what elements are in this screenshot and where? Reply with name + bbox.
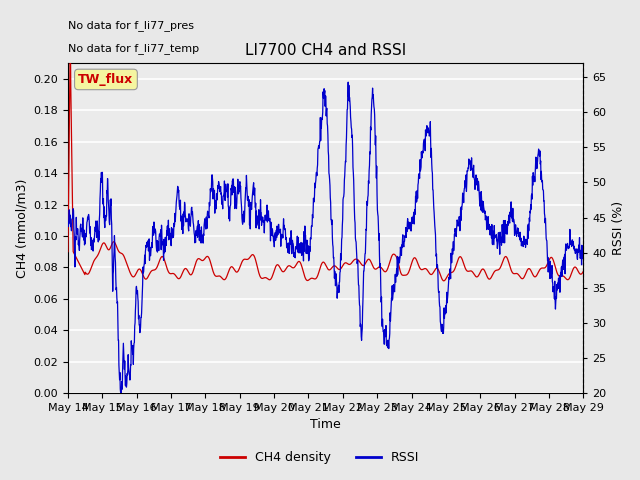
Y-axis label: CH4 (mmol/m3): CH4 (mmol/m3) — [15, 179, 28, 278]
Text: TW_flux: TW_flux — [78, 73, 134, 86]
X-axis label: Time: Time — [310, 419, 341, 432]
Title: LI7700 CH4 and RSSI: LI7700 CH4 and RSSI — [245, 43, 406, 58]
Y-axis label: RSSI (%): RSSI (%) — [612, 201, 625, 255]
Text: No data for f_li77_pres: No data for f_li77_pres — [68, 20, 194, 31]
Text: No data for f_li77_temp: No data for f_li77_temp — [68, 43, 199, 54]
Legend: CH4 density, RSSI: CH4 density, RSSI — [216, 446, 424, 469]
